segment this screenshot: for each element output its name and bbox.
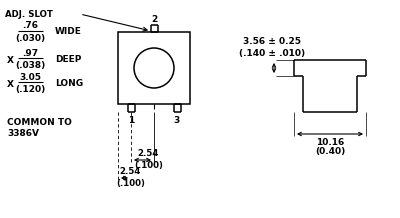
Text: 2.54: 2.54 <box>120 167 141 175</box>
Text: 3.05: 3.05 <box>19 73 41 82</box>
Text: 3.56 ± 0.25: 3.56 ± 0.25 <box>243 37 301 46</box>
Text: DEEP: DEEP <box>55 54 81 63</box>
Text: (.100): (.100) <box>134 160 163 170</box>
Text: 10.16: 10.16 <box>316 138 344 146</box>
Text: 2.54: 2.54 <box>138 148 159 157</box>
Text: COMMON TO: COMMON TO <box>7 118 72 126</box>
Text: (.120): (.120) <box>15 85 45 94</box>
Text: (.100): (.100) <box>116 179 145 187</box>
Text: (.030): (.030) <box>15 34 45 43</box>
Text: .76: .76 <box>22 22 38 31</box>
Text: 1: 1 <box>128 116 134 124</box>
Text: 3: 3 <box>174 116 180 124</box>
Text: (0.40): (0.40) <box>315 146 345 155</box>
Text: 2: 2 <box>151 15 157 24</box>
Text: (.140 ± .010): (.140 ± .010) <box>239 48 305 58</box>
Text: (.038): (.038) <box>15 61 45 70</box>
Bar <box>118 32 190 104</box>
Text: WIDE: WIDE <box>55 27 82 36</box>
Text: X: X <box>7 56 14 65</box>
Text: X: X <box>7 80 14 89</box>
Circle shape <box>134 48 174 88</box>
Text: .97: .97 <box>22 48 38 58</box>
Text: 3386V: 3386V <box>7 128 39 138</box>
Text: LONG: LONG <box>55 78 83 87</box>
Text: ADJ. SLOT: ADJ. SLOT <box>5 10 53 19</box>
